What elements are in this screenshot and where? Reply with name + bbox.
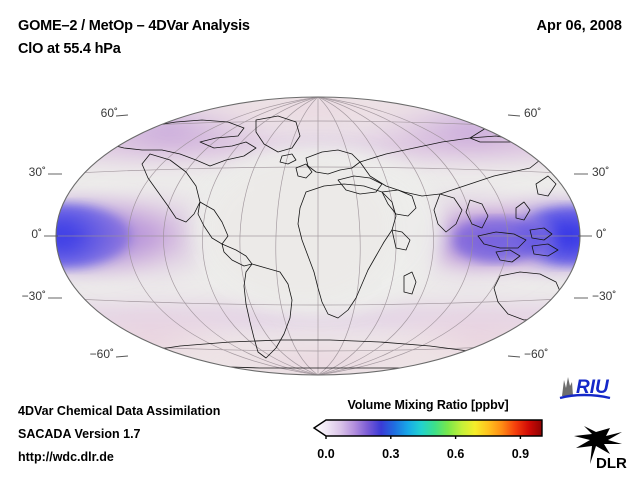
lat-label-right-30n: 30˚ [592,165,610,179]
lat-label-left-0: 0˚ [31,227,42,241]
date-label: Apr 06, 2008 [536,18,622,34]
lat-label-right-60n: 60˚ [524,106,542,120]
lat-label-right-60s: −60˚ [524,347,549,361]
footer-url: http://wdc.dlr.de [18,450,114,464]
dlr-logo-text: DLR [596,455,627,470]
lat-tick-marks [44,114,592,358]
world-map [44,96,592,376]
data-field [56,97,580,375]
riu-logo-text: RIU [576,377,610,398]
colorbar-tick-0-9: 0.9 [511,447,530,461]
map-panel: 60˚ 30˚ 0˚ −30˚ −60˚ 60˚ 30˚ 0˚ −30˚ −60… [0,80,640,390]
lat-label-left-60s: −60˚ [89,347,114,361]
colorbar-tick-labels: 0.0 0.3 0.6 0.9 [312,447,544,465]
colorbar-gradient [312,419,543,439]
riu-logo: RIU [558,374,632,409]
page-subtitle: ClO at 55.4 hPa [18,41,121,57]
page-title: GOME–2 / MetOp – 4DVar Analysis [18,18,250,34]
colorbar-title: Volume Mixing Ratio [ppbv] [347,398,509,412]
lat-label-left-30n: 30˚ [28,165,46,179]
footer-line-2: SACADA Version 1.7 [18,427,141,441]
lat-label-right-0: 0˚ [596,227,607,241]
colorbar-tick-0-6: 0.6 [446,447,465,461]
colorbar-tick-0-3: 0.3 [382,447,400,461]
dlr-logo: DLR [566,414,632,475]
lat-label-right-30s: −30˚ [592,289,617,303]
colorbar-tick-0-0: 0.0 [317,447,335,461]
colorbar: Volume Mixing Ratio [ppbv] 0.0 0.3 0.6 0.9 [312,398,544,465]
footer-line-1: 4DVar Chemical Data Assimilation [18,404,221,418]
lat-label-left-60n: 60˚ [100,106,118,120]
lat-label-left-30s: −30˚ [21,289,46,303]
